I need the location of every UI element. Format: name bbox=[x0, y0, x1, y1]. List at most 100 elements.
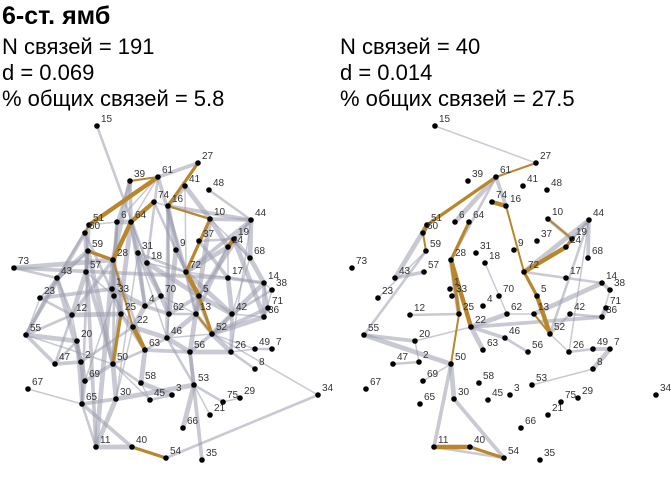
edge bbox=[165, 336, 196, 387]
node bbox=[155, 174, 161, 180]
node-label: 50 bbox=[117, 352, 129, 363]
node-label: 14 bbox=[268, 271, 280, 282]
node bbox=[109, 286, 115, 292]
node bbox=[191, 382, 197, 388]
node-label: 49 bbox=[259, 337, 271, 348]
node-label: 9 bbox=[518, 238, 524, 249]
node bbox=[603, 305, 609, 311]
node bbox=[128, 219, 134, 225]
edge bbox=[586, 218, 591, 260]
edge bbox=[225, 275, 235, 317]
node bbox=[501, 455, 507, 461]
node bbox=[531, 311, 537, 317]
edge bbox=[166, 204, 253, 222]
node-label: 68 bbox=[254, 246, 266, 257]
node-label: 74 bbox=[496, 190, 508, 201]
shared-edge bbox=[130, 445, 168, 460]
node bbox=[158, 293, 164, 299]
node-label: 49 bbox=[597, 337, 609, 348]
node-label: 12 bbox=[76, 303, 88, 314]
node bbox=[465, 178, 471, 184]
edge bbox=[167, 294, 201, 316]
edge bbox=[531, 368, 594, 386]
edge bbox=[393, 270, 426, 280]
edge bbox=[209, 331, 234, 355]
edge bbox=[247, 255, 267, 286]
node-label: 45 bbox=[492, 388, 504, 399]
chart-title: 6-ст. ямб bbox=[2, 2, 111, 30]
edge bbox=[69, 311, 124, 318]
edge bbox=[148, 393, 174, 402]
node-label: 36 bbox=[268, 305, 280, 316]
node bbox=[261, 280, 267, 286]
node-label: 66 bbox=[525, 416, 537, 427]
node bbox=[585, 255, 591, 261]
node bbox=[78, 359, 84, 365]
edge bbox=[192, 383, 225, 404]
node bbox=[452, 219, 458, 225]
node bbox=[537, 457, 543, 463]
edge bbox=[188, 350, 204, 462]
node bbox=[599, 280, 605, 286]
shared-edge bbox=[183, 269, 202, 299]
edge bbox=[53, 313, 74, 366]
node bbox=[74, 338, 80, 344]
node-label: 59 bbox=[92, 239, 104, 250]
edge bbox=[590, 346, 613, 372]
node bbox=[183, 269, 189, 275]
node bbox=[375, 295, 381, 301]
edge bbox=[448, 361, 457, 402]
node bbox=[563, 275, 569, 281]
node-label: 63 bbox=[149, 338, 161, 349]
edge bbox=[391, 360, 421, 366]
edge bbox=[111, 294, 116, 366]
node bbox=[569, 236, 575, 242]
edge bbox=[226, 276, 266, 285]
node-label: 1 bbox=[454, 277, 460, 288]
node bbox=[482, 260, 488, 266]
node bbox=[130, 324, 136, 330]
node-label: 27 bbox=[202, 151, 214, 162]
node bbox=[182, 183, 188, 189]
edge bbox=[25, 297, 41, 336]
node-label: 38 bbox=[614, 278, 626, 289]
edge bbox=[414, 340, 420, 363]
node bbox=[534, 293, 540, 299]
edge bbox=[145, 175, 160, 265]
node-label: 25 bbox=[463, 302, 475, 313]
node bbox=[37, 295, 43, 301]
edge bbox=[93, 257, 116, 450]
node-label: 12 bbox=[414, 303, 426, 314]
node-label: 30 bbox=[120, 387, 132, 398]
node-label: 34 bbox=[660, 383, 672, 394]
node-label: 33 bbox=[118, 284, 130, 295]
node-label: 52 bbox=[554, 322, 566, 333]
edge bbox=[53, 360, 83, 366]
node-label: 56 bbox=[532, 340, 544, 351]
node-label: 39 bbox=[134, 169, 146, 180]
node-label: 36 bbox=[606, 305, 618, 316]
node-label: 67 bbox=[370, 377, 382, 388]
stat-links: N связей = 191 bbox=[2, 34, 155, 59]
node bbox=[420, 230, 426, 236]
node bbox=[449, 293, 455, 299]
shared-edge bbox=[495, 162, 537, 178]
edge bbox=[408, 312, 461, 317]
edge bbox=[377, 250, 427, 299]
node-label: 65 bbox=[424, 392, 436, 403]
node-label: 53 bbox=[536, 373, 548, 384]
node bbox=[424, 222, 430, 228]
node-label: 14 bbox=[606, 271, 618, 282]
node bbox=[412, 338, 418, 344]
node-label: 58 bbox=[145, 371, 157, 382]
edge bbox=[113, 295, 134, 328]
node bbox=[315, 392, 321, 398]
node-label: 20 bbox=[419, 329, 431, 340]
node bbox=[85, 248, 91, 254]
node bbox=[247, 255, 253, 261]
node bbox=[151, 199, 157, 205]
edge bbox=[469, 315, 604, 329]
node bbox=[507, 392, 513, 398]
node bbox=[252, 366, 258, 372]
node bbox=[261, 314, 267, 320]
